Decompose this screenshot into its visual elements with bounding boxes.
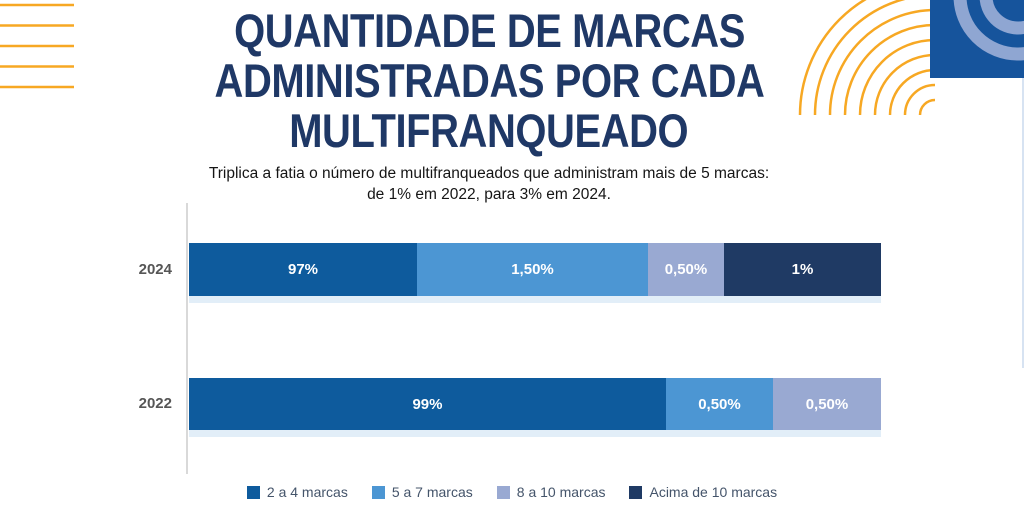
bar-segment-2024-series3: 0,50% <box>647 243 724 296</box>
bar-segment-2024-series4: 1% <box>723 243 881 296</box>
bar-segment-2022-series2: 0,50% <box>665 378 773 430</box>
legend-marker-icon <box>629 485 643 499</box>
bar-value-label: 0,50% <box>664 261 708 278</box>
bar-value-label: 1,50% <box>511 261 554 278</box>
chart-subtitle-line2: de 1% em 2022, para 3% em 2024. <box>367 186 611 203</box>
legend-item-acima-de-10-marcas: Acima de 10 marcas <box>629 484 777 500</box>
chart-legend: 2 a 4 marcas 5 a 7 marcas 8 a 10 marcas … <box>0 483 1024 501</box>
legend-item-5-a-7-marcas: 5 a 7 marcas <box>371 484 473 500</box>
legend-label: 8 a 10 marcas <box>516 484 606 500</box>
category-label-2024: 2024 <box>138 261 172 278</box>
legend-label: 5 a 7 marcas <box>391 484 473 500</box>
stacked-bar-2022: 99% 0,50% 0,50% <box>189 378 881 430</box>
chart-subtitle-line1: Triplica a fatia o número de multifranqu… <box>208 165 770 182</box>
page-title: QUANTIDADE DE MARCAS ADMINISTRADAS POR C… <box>0 6 1001 156</box>
legend-label: 2 a 4 marcas <box>266 484 348 500</box>
legend-marker-icon <box>496 485 510 499</box>
header: QUANTIDADE DE MARCAS ADMINISTRADAS POR C… <box>0 0 1001 205</box>
legend-item-8-a-10-marcas: 8 a 10 marcas <box>496 484 606 500</box>
chart-subtitle: Triplica a fatia o número de multifranqu… <box>0 163 1001 205</box>
bar-segment-2024-series2: 1,50% <box>417 243 648 296</box>
legend-label: Acima de 10 marcas <box>649 484 778 500</box>
bar-segment-2022-series3: 0,50% <box>772 378 881 430</box>
bar-value-label: 97% <box>287 261 319 278</box>
category-label-2022: 2022 <box>138 395 172 412</box>
bar-value-label: 99% <box>412 395 443 413</box>
bar-value-label: 0,50% <box>698 395 741 413</box>
legend-marker-icon <box>371 485 385 499</box>
bar-segment-2022-series1: 99% <box>189 378 666 430</box>
page-title-line3: MULTIFRANQUEADO <box>289 104 689 157</box>
legend-marker-icon <box>246 485 260 499</box>
bar-value-label: 0,50% <box>805 395 849 413</box>
page-title-line1: QUANTIDADE DE MARCAS <box>233 4 745 57</box>
page-title-line2: ADMINISTRADAS POR CADA <box>214 54 764 107</box>
stacked-bar-2024: 97% 1,50% 0,50% 1% <box>189 243 881 296</box>
bar-value-label: 1% <box>791 261 814 278</box>
bar-segment-2024-series1: 97% <box>189 243 417 296</box>
y-axis-line <box>186 203 188 474</box>
legend-item-2-a-4-marcas: 2 a 4 marcas <box>246 484 348 500</box>
